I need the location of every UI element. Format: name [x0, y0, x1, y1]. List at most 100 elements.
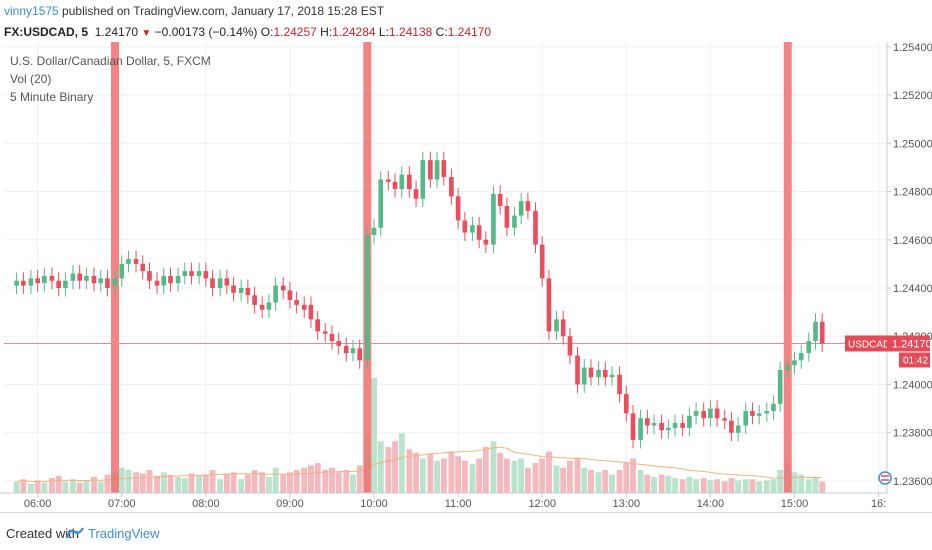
- author-link[interactable]: vinny1575: [4, 4, 59, 18]
- volume-bar: [259, 472, 266, 493]
- volume-bar: [83, 480, 90, 493]
- volume-bar: [524, 467, 531, 493]
- candle-body: [364, 234, 370, 361]
- price-change: −0.00173 (−0.14%): [154, 25, 258, 39]
- symbol-label[interactable]: FX:USDCAD, 5: [4, 25, 89, 39]
- candle-body: [84, 275, 89, 281]
- candle-body: [554, 319, 559, 332]
- volume-bar: [700, 478, 707, 493]
- chart-area[interactable]: 1.25400 1.25200 1.25000 1.24800 1.24600 1.244…: [0, 42, 932, 512]
- volume-bar: [322, 470, 329, 493]
- candle-body: [491, 193, 496, 245]
- time-tick-label: 12:00: [528, 498, 556, 510]
- candle-body: [777, 370, 783, 404]
- candle-body: [210, 278, 215, 288]
- symbol-tag-bg: [845, 335, 887, 352]
- candle-body: [280, 285, 286, 291]
- candle-body: [581, 367, 587, 385]
- tradingview-link[interactable]: TradingView: [88, 526, 160, 541]
- volume-bar: [118, 467, 125, 493]
- candle-body: [533, 210, 538, 245]
- volume-bar: [223, 473, 230, 493]
- volume-bar: [301, 467, 308, 493]
- volume-bar: [41, 482, 48, 493]
- candle-body: [224, 278, 230, 286]
- candle-body: [126, 259, 131, 264]
- volume-bar: [314, 463, 321, 493]
- candle-body: [714, 408, 720, 419]
- volume-bar: [20, 479, 27, 493]
- candle-body: [651, 423, 657, 426]
- legend-volume: Vol (20): [10, 72, 52, 86]
- volume-bar: [672, 478, 679, 493]
- created-with-text: Created with: [6, 526, 79, 541]
- candle-body: [588, 367, 594, 378]
- candle-body: [294, 300, 299, 305]
- price-tick-label: 1.23600: [893, 476, 932, 488]
- legend-instrument: U.S. Dollar/Canadian Dollar, 5, FXCM: [10, 54, 211, 68]
- time-tick-label: 15:00: [781, 498, 809, 510]
- volume-ma-line: [16, 446, 823, 483]
- volume-bar: [251, 470, 258, 493]
- candle-body: [413, 189, 419, 199]
- volume-bar: [567, 460, 573, 493]
- candle-body: [28, 278, 34, 286]
- volume-series: [13, 378, 826, 493]
- candle-body: [371, 227, 377, 235]
- candle-body: [378, 179, 384, 228]
- price-tag-bg: [887, 335, 930, 352]
- volume-bar: [812, 476, 819, 493]
- candle-body: [63, 280, 68, 288]
- volume-bar: [160, 472, 167, 493]
- volume-bar: [419, 458, 426, 493]
- high-label: H:: [320, 25, 333, 39]
- candle-body: [659, 423, 664, 431]
- volume-bar: [265, 476, 272, 493]
- candle-body: [666, 427, 671, 431]
- candle-body: [329, 333, 335, 342]
- volume-bar: [693, 479, 700, 493]
- symbol-tag: USDCAD: [848, 339, 890, 350]
- candle-body: [785, 365, 791, 370]
- candle-body: [140, 263, 146, 272]
- candle-body: [386, 179, 391, 182]
- candle-body: [343, 345, 349, 354]
- close-value: 1.24170: [447, 25, 492, 39]
- volume-bar: [34, 480, 41, 493]
- volume-bar: [574, 458, 581, 493]
- candle-body: [105, 278, 110, 288]
- volume-bar: [392, 441, 398, 493]
- price-chart[interactable]: 1.25400 1.25200 1.25000 1.24800 1.24600 1.244…: [0, 42, 932, 512]
- volume-bar: [448, 451, 455, 493]
- volume-bar: [721, 481, 728, 493]
- candle-body: [315, 319, 320, 332]
- volume-bar: [133, 472, 139, 493]
- volume-bar: [188, 473, 195, 493]
- open-label: O:: [260, 25, 274, 39]
- candle-body: [35, 278, 40, 284]
- candle-body: [196, 271, 202, 276]
- candle-body: [91, 275, 97, 284]
- candle-body: [287, 290, 293, 301]
- volume-bar: [707, 480, 714, 493]
- volume-bar: [329, 467, 335, 493]
- candle-body: [266, 302, 272, 310]
- volume-bar: [238, 479, 245, 493]
- candle-body: [512, 215, 517, 228]
- binary-highlight-band: [111, 42, 120, 493]
- candle-body: [49, 275, 55, 281]
- candle-body: [708, 408, 713, 419]
- time-tick-label: 07:00: [108, 498, 136, 510]
- time-tick-label: 11:00: [445, 498, 472, 510]
- volume-bar: [97, 481, 104, 493]
- volume-bar: [55, 475, 62, 493]
- candle-body: [567, 336, 573, 356]
- volume-bar: [104, 474, 111, 493]
- time-axis-bg: [0, 493, 887, 512]
- volume-bar: [272, 467, 279, 493]
- countdown-tag: 01:42: [903, 355, 928, 366]
- volume-bar: [476, 458, 483, 493]
- candle-body: [273, 285, 278, 303]
- candle-body: [476, 225, 482, 240]
- candle-body: [672, 423, 678, 428]
